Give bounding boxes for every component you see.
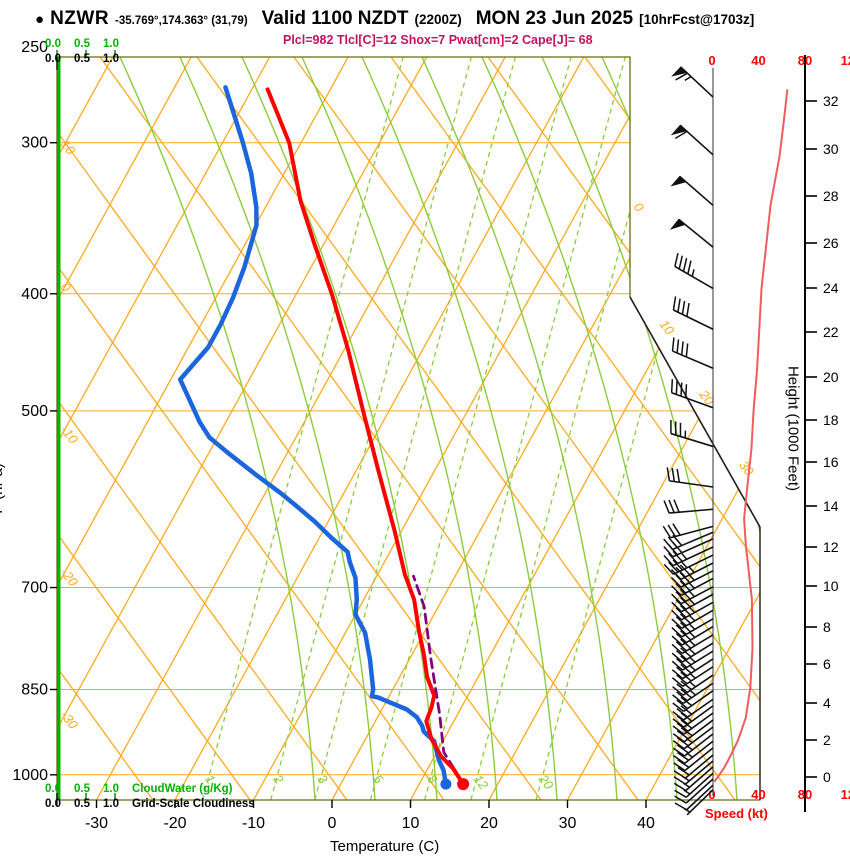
- station-id: NZWR: [50, 8, 110, 29]
- pressure-tick-label: 250: [21, 39, 48, 56]
- temperature-tick-label: 10: [402, 815, 420, 832]
- speed-scale-label: 40: [751, 53, 765, 68]
- cloud-scale-value: 0.0: [45, 783, 61, 795]
- station-bullet-icon: ●: [35, 11, 45, 28]
- parcel-ascent-curve: [412, 574, 456, 771]
- height-tick-label: 4: [823, 695, 831, 711]
- isotherm-label-right: 10: [657, 317, 678, 338]
- speed-scale-label: 80: [798, 53, 812, 68]
- height-tick-label: 2: [823, 732, 831, 748]
- temperature-tick-label: -20: [163, 815, 186, 832]
- height-tick-label: 0: [823, 769, 831, 785]
- isotherm-label-left: -10: [58, 422, 82, 447]
- height-tick-label: 20: [823, 369, 839, 385]
- mixing-ratio-label: 3: [314, 772, 331, 788]
- cloudiness-scale-top: 0.0 0.5 1.0: [45, 53, 132, 65]
- height-tick-label: 12: [823, 539, 839, 555]
- speed-scale-label: 40: [751, 787, 765, 802]
- valid-time: Valid 1100 NZDT: [261, 8, 409, 29]
- isotherm-label-left: -30: [58, 708, 82, 733]
- gridlines: [57, 57, 760, 800]
- temperature-axis-title: Temperature (C): [330, 838, 440, 855]
- cloud-scale-value: 0.5: [74, 783, 90, 795]
- speed-scale-label: 0: [708, 787, 715, 802]
- speed-scale-label: 0: [708, 53, 715, 68]
- temperature-tick-label: 20: [480, 815, 498, 832]
- height-tick-label: 32: [823, 93, 839, 109]
- wind-speed-profile: [713, 89, 789, 783]
- cloudwater-axis-title: CloudWater (g/Kg): [132, 783, 233, 795]
- height-tick-label: 8: [823, 619, 831, 635]
- height-tick-label: 18: [823, 412, 839, 428]
- cloud-scale-value: 1.0: [103, 798, 119, 810]
- surface-temp-dot: [457, 778, 470, 791]
- stability-parameters: Plcl=982 Tlcl[C]=12 Shox=7 Pwat[cm]=2 Ca…: [283, 33, 593, 47]
- cloud-scale-value: 0.0: [45, 798, 61, 810]
- cloud-scale-value: 0.0: [45, 38, 61, 50]
- isotherm-label-left: -20: [58, 565, 82, 590]
- surface-dewpoint-dot: [440, 778, 452, 790]
- temperature-tick-label: 40: [637, 815, 655, 832]
- cloud-scale-value: 0.5: [74, 38, 90, 50]
- profiles: [177, 85, 470, 791]
- wind-barbs: [662, 66, 714, 816]
- cloudwater-scale-top: 0.0 0.5 1.0: [45, 38, 132, 50]
- height-axis-title: Height (1000 Feet): [784, 365, 802, 492]
- pressure-tick-label: 700: [21, 580, 48, 597]
- speed-scale-label: 120: [841, 53, 850, 68]
- temperature-tick-label: 30: [559, 815, 577, 832]
- cloudiness-scale-bottom: 0.0 0.5 1.0 Grid-Scale Cloudiness: [45, 798, 255, 810]
- cloud-scale-value: 0.0: [45, 53, 61, 65]
- cloud-scale-value: 0.5: [74, 798, 90, 810]
- pressure-tick-label: 500: [21, 403, 48, 420]
- valid-date: MON 23 Jun 2025: [475, 8, 634, 29]
- dewpoint-profile: [177, 85, 449, 787]
- cloud-scale-value: 1.0: [103, 53, 119, 65]
- cloud-scale-value: 1.0: [103, 783, 119, 795]
- temperature-tick-label: 0: [328, 815, 337, 832]
- pressure-tick-label: 850: [21, 681, 48, 698]
- isotherm-label-right: 30: [736, 458, 757, 479]
- pressure-tick-label: 1000: [12, 767, 48, 784]
- cloudwater-scale-bottom: 0.0 0.5 1.0 CloudWater (g/Kg): [45, 783, 233, 795]
- cloud-scale-value: 1.0: [103, 38, 119, 50]
- height-tick-label: 10: [823, 578, 839, 594]
- height-tick-label: 26: [823, 235, 839, 251]
- forecast-info: [10hrFcst@1703z]: [639, 12, 755, 27]
- pressure-tick-label: 300: [21, 135, 48, 152]
- station-coords: -35.769°,174.363° (31,79): [115, 15, 248, 27]
- pressure-axis-title: P (hPa): [0, 463, 6, 514]
- temperature-tick-label: -10: [242, 815, 265, 832]
- height-tick-label: 22: [823, 324, 839, 340]
- speed-scale-label: 80: [798, 787, 812, 802]
- isotherm-label-left: 10: [58, 137, 79, 158]
- valid-time-z: (2200Z): [414, 12, 462, 27]
- speed-scale-label: 120: [841, 787, 850, 802]
- height-tick-label: 6: [823, 656, 831, 672]
- height-tick-label: 24: [823, 280, 839, 296]
- cloudiness-axis-title: Grid-Scale Cloudiness: [132, 798, 255, 810]
- height-tick-label: 14: [823, 498, 839, 514]
- title-bar: ● NZWR -35.769°,174.363° (31,79) Valid 1…: [35, 8, 754, 30]
- pressure-tick-label: 400: [21, 286, 48, 303]
- temperature-tick-label: -30: [85, 815, 108, 832]
- temperature-profile: [265, 87, 466, 787]
- height-tick-label: 28: [823, 188, 839, 204]
- isotherm-label-right: 0: [631, 200, 648, 216]
- speed-axis-title: Speed (kt): [705, 806, 768, 821]
- height-tick-label: 30: [823, 141, 839, 157]
- height-tick-label: 16: [823, 454, 839, 470]
- cloud-scale-value: 0.5: [74, 53, 90, 65]
